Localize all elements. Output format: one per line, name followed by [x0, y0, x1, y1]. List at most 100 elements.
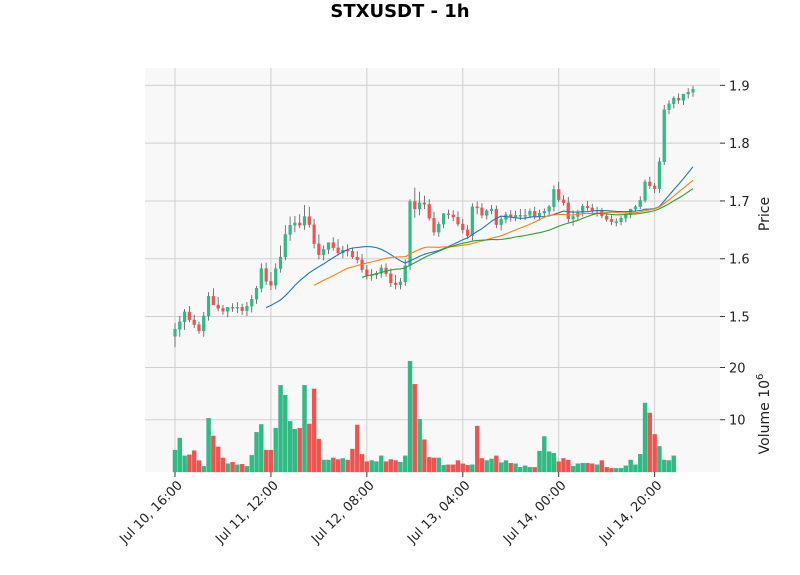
candle-body — [643, 181, 647, 201]
volume-bar — [431, 457, 437, 473]
volume-bar — [201, 466, 206, 473]
volume-bar — [532, 467, 537, 473]
volume-bar — [225, 463, 230, 473]
volume-bar — [470, 464, 475, 473]
candle-body — [465, 229, 470, 236]
volume-bar — [187, 454, 192, 473]
x-axis: Jul 10, 16:00 Jul 11, 12:00 Jul 12, 08:00 J… — [116, 472, 665, 548]
volume-bar — [407, 361, 413, 473]
candle-body — [523, 215, 527, 217]
candle-body — [542, 211, 546, 214]
moving-average-line — [265, 166, 694, 309]
volume-bar — [652, 434, 657, 473]
volume-bar — [196, 460, 202, 473]
candle-body — [192, 319, 196, 325]
volume-bar — [455, 460, 461, 473]
volume-bar — [191, 450, 197, 473]
volume-bar — [283, 395, 288, 473]
volume-bar — [450, 464, 456, 473]
volume-bar — [642, 402, 648, 473]
volume-bar — [220, 457, 226, 473]
candle-body — [322, 249, 326, 255]
volume-bar — [259, 424, 264, 473]
volume-bar — [628, 459, 633, 473]
candle-body — [605, 215, 609, 220]
volume-exponent: 6 — [755, 374, 766, 380]
candle-body — [470, 206, 474, 236]
chart-title: STXUSDT - 1h — [330, 1, 469, 22]
volume-bar — [662, 459, 667, 473]
volume-bar — [359, 454, 365, 473]
candle-body — [245, 305, 249, 311]
volume-bar — [239, 464, 245, 473]
volume-bar — [498, 462, 504, 473]
candle-body — [254, 288, 259, 300]
candle-body — [686, 92, 690, 95]
candle-body — [413, 201, 417, 210]
volume-tick-label: 10 — [729, 414, 746, 429]
candle-body — [533, 211, 537, 217]
candle-body — [557, 189, 561, 200]
volume-bar — [503, 460, 509, 473]
volume-bar — [369, 460, 374, 473]
volume-bar — [556, 461, 561, 473]
volume-bar — [479, 458, 485, 473]
candle-body — [326, 242, 331, 250]
x-tick-label: Jul 10, 16:00 — [116, 478, 185, 547]
volume-bar — [307, 423, 312, 473]
candle-body — [528, 211, 532, 216]
candle-body — [264, 268, 268, 282]
candle-body — [571, 216, 575, 220]
volume-bar — [561, 458, 566, 473]
volume-bar — [302, 385, 307, 473]
volume-bar — [427, 457, 432, 473]
candle-body — [485, 210, 489, 216]
candle-body — [461, 223, 465, 230]
candle-body — [259, 268, 263, 289]
candle-body — [317, 243, 321, 255]
candle-body — [312, 224, 316, 244]
volume-bar — [494, 455, 499, 473]
price-tick-label: 1.9 — [729, 79, 750, 94]
volume-bar — [182, 455, 187, 473]
candle-body — [240, 307, 244, 311]
candle-body — [398, 281, 403, 285]
volume-bar — [546, 451, 552, 473]
volume-bar — [474, 425, 480, 473]
candle-body — [667, 103, 671, 110]
volume-bar — [518, 467, 523, 473]
volume-bar — [379, 455, 384, 473]
volume-bar — [599, 460, 605, 473]
volume-bar — [609, 468, 614, 473]
candle-body — [278, 256, 283, 269]
volume-tick-label: 20 — [729, 361, 746, 376]
candle-body — [499, 219, 503, 225]
candle-body — [197, 324, 201, 332]
candle-body — [355, 256, 359, 261]
volume-bar — [321, 459, 326, 473]
volume-bar — [436, 457, 441, 473]
volume-bar — [177, 437, 182, 473]
price-tick-label: 1.6 — [729, 253, 750, 268]
candle-body — [288, 225, 292, 235]
candle-body — [677, 97, 681, 101]
candle-body — [293, 222, 297, 226]
volume-panel-background — [145, 357, 720, 472]
volume-bar — [614, 468, 619, 473]
volume-bar — [666, 460, 672, 473]
volume-bar — [263, 449, 269, 473]
candle-body — [672, 97, 676, 104]
volume-bar — [254, 432, 259, 473]
candle-body — [331, 242, 335, 248]
candle-body — [456, 216, 460, 225]
volume-bar — [273, 427, 278, 473]
volume-bar — [527, 467, 533, 473]
candle-body — [230, 307, 235, 309]
volume-bar — [508, 462, 513, 473]
volume-bar — [551, 453, 557, 473]
candle-body — [437, 223, 441, 233]
volume-bar — [590, 463, 595, 473]
candle-body — [489, 208, 494, 211]
volume-bar — [618, 468, 624, 473]
candle-body — [513, 215, 518, 218]
